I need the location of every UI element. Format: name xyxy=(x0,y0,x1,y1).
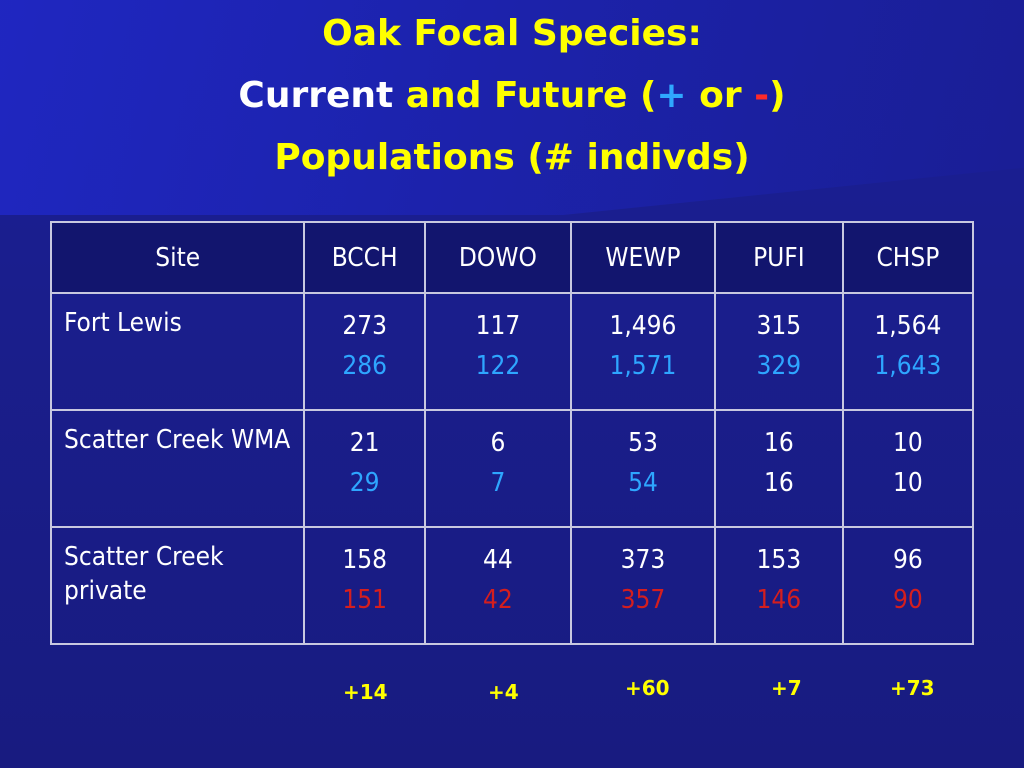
site-name-cell: Scatter Creek WMA xyxy=(49,409,306,528)
current-population: 96 xyxy=(893,545,923,575)
current-population: 153 xyxy=(756,545,802,575)
population-cell: 158 151 xyxy=(303,526,426,645)
table-row: Scatter Creek private 158 151 44 42 373 357 153… xyxy=(49,526,975,645)
net-change-chsp: +73 xyxy=(890,676,935,700)
header-bcch: BCCH xyxy=(303,221,426,294)
title-current-word: Current xyxy=(238,75,394,116)
current-population: 6 xyxy=(490,428,506,458)
population-cell: 153 146 xyxy=(713,526,844,645)
site-name-cell: Fort Lewis xyxy=(49,292,306,411)
current-population: 1,564 xyxy=(874,311,942,341)
title-and-future: and Future ( xyxy=(393,75,657,116)
slide-title-line2: Current and Future (+ or -) xyxy=(0,74,1024,118)
table-row: Scatter Creek WMA 21 29 6 7 53 54 16 16 10 10 xyxy=(49,409,975,528)
current-population: 373 xyxy=(620,545,666,575)
population-cell: 1,496 1,571 xyxy=(569,292,716,411)
title-plus-sign: + xyxy=(656,75,687,116)
slide-title-line3: Populations (# indivds) xyxy=(274,137,750,178)
header-pufi: PUFI xyxy=(713,221,844,294)
current-population: 44 xyxy=(483,545,513,575)
current-population: 53 xyxy=(628,428,658,458)
table-header-row: Site BCCH DOWO WEWP PUFI CHSP xyxy=(49,221,975,294)
title-minus-sign: - xyxy=(754,75,770,116)
header-site: Site xyxy=(49,221,306,294)
population-table: Site BCCH DOWO WEWP PUFI CHSP Fort Lewis… xyxy=(49,221,975,645)
current-population: 10 xyxy=(893,428,923,458)
population-cell: 315 329 xyxy=(713,292,844,411)
header-wewp: WEWP xyxy=(569,221,716,294)
population-cell: 373 357 xyxy=(569,526,716,645)
header-dowo: DOWO xyxy=(423,221,572,294)
future-population: 7 xyxy=(490,468,506,498)
current-population: 315 xyxy=(756,311,802,341)
population-cell: 117 122 xyxy=(423,292,572,411)
future-population: 329 xyxy=(756,351,802,381)
table-body: Fort Lewis 273 286 117 122 1,496 1,571 315 329 1,… xyxy=(49,292,975,645)
current-population: 21 xyxy=(349,428,380,458)
population-cell: 53 54 xyxy=(569,409,716,528)
future-population: 151 xyxy=(342,585,387,615)
future-population: 122 xyxy=(475,351,521,381)
future-population: 1,571 xyxy=(609,351,677,381)
current-population: 158 xyxy=(342,545,387,575)
population-cell: 44 42 xyxy=(423,526,572,645)
future-population: 146 xyxy=(756,585,802,615)
title-or-word: or xyxy=(686,75,755,116)
future-population: 357 xyxy=(620,585,666,615)
population-cell: 96 90 xyxy=(841,526,975,645)
future-population: 54 xyxy=(628,468,658,498)
current-population: 117 xyxy=(475,311,521,341)
current-population: 273 xyxy=(342,311,387,341)
slide-title-line1: Oak Focal Species: xyxy=(322,13,702,54)
population-cell: 21 29 xyxy=(303,409,426,528)
table-row: Fort Lewis 273 286 117 122 1,496 1,571 315 329 1,… xyxy=(49,292,975,411)
current-population: 16 xyxy=(763,428,794,458)
future-population: 10 xyxy=(893,468,923,498)
header-chsp: CHSP xyxy=(841,221,975,294)
title-close-paren: ) xyxy=(769,75,786,116)
net-change-bcch: +14 xyxy=(343,680,388,704)
net-change-wewp: +60 xyxy=(625,676,670,700)
background-swoosh xyxy=(0,0,1024,215)
population-cell: 1,564 1,643 xyxy=(841,292,975,411)
future-population: 1,643 xyxy=(874,351,942,381)
future-population: 29 xyxy=(349,468,380,498)
future-population: 286 xyxy=(342,351,387,381)
future-population: 16 xyxy=(763,468,794,498)
population-cell: 273 286 xyxy=(303,292,426,411)
future-population: 90 xyxy=(893,585,923,615)
net-change-dowo: +4 xyxy=(488,680,519,704)
current-population: 1,496 xyxy=(609,311,677,341)
net-change-pufi: +7 xyxy=(771,676,802,700)
site-name-cell: Scatter Creek private xyxy=(49,526,306,645)
future-population: 42 xyxy=(483,585,513,615)
population-cell: 16 16 xyxy=(713,409,844,528)
population-cell: 10 10 xyxy=(841,409,975,528)
